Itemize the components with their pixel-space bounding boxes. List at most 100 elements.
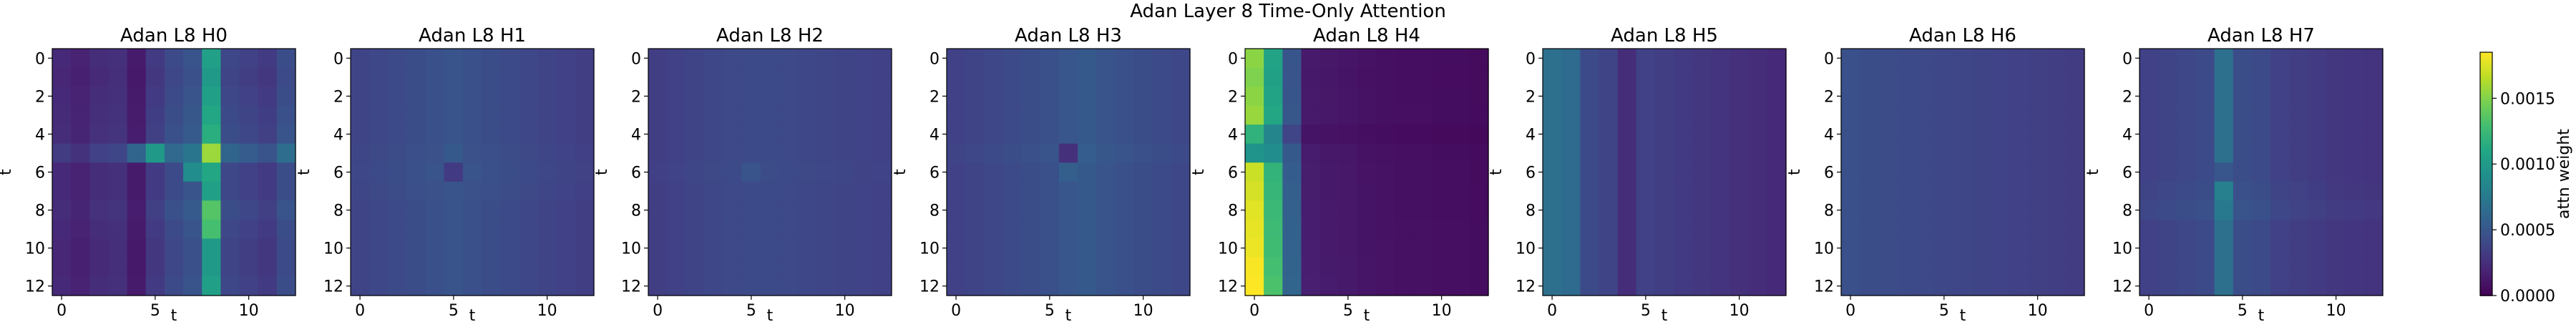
colorbar-gradient-step [2480,141,2492,145]
heatmap-cell [2158,49,2177,69]
heatmap-cell [1674,162,1693,182]
x-tick-label: 5 [1343,302,1353,320]
heatmap-cell [462,276,482,296]
heatmap-cell [704,49,724,69]
heatmap-cell [519,67,539,87]
heatmap-cell [872,181,892,201]
heatmap-cell [1617,125,1637,145]
colorbar-gradient-step [2480,114,2492,118]
y-tick-label: 4 [1526,126,1536,144]
heatmap-cell [556,238,576,258]
heatmap-cell [2233,49,2253,69]
heatmap-cell [1692,143,1712,163]
y-tick-label: 2 [333,88,343,106]
heatmap-cell [667,276,686,296]
heatmap-cell [1729,238,1750,258]
heatmap-cell [2177,49,2197,69]
heatmap-cell [1319,125,1340,145]
colorbar-gradient-step [2480,102,2492,106]
heatmap-cell [984,257,1004,278]
heatmap-cell [89,67,109,87]
heatmap-cell [816,125,836,145]
heatmap-cell [835,67,855,87]
colorbar-gradient-step [2480,157,2492,160]
heatmap-cell [1115,105,1135,125]
heatmap-cell [575,49,595,69]
heatmap-cell [2140,87,2159,107]
heatmap-cell [1413,67,1433,87]
heatmap-cell [2028,49,2048,69]
heatmap-cell [239,219,259,239]
heatmap-cell [1078,162,1097,182]
y-tick-label: 8 [2122,203,2132,220]
heatmap-cell [202,276,221,296]
colorbar-gradient-step [2480,66,2492,69]
heatmap-cell [1841,143,1860,163]
colorbar-gradient-step [2480,92,2492,96]
heatmap-cell [835,125,855,145]
heatmap-cells [2140,49,2384,296]
heatmap-cell [425,67,445,87]
heatmap-cell [2326,181,2346,201]
heatmap-cell [1841,87,1860,107]
heatmap-cell [183,238,203,258]
heatmap-cell [1264,181,1283,201]
x-tick-label: 5 [2238,302,2248,320]
heatmap-cell [1860,181,1879,201]
x-axis-label: t [767,307,774,322]
heatmap-cell [1748,67,1768,87]
heatmap-cell [1115,162,1135,182]
heatmap-cell [1748,181,1768,201]
heatmap-cell [1729,181,1750,201]
heatmap-cell [798,143,817,163]
heatmap-cell [1338,238,1358,258]
heatmap-cell [406,87,426,107]
heatmap-cell [2065,87,2085,107]
heatmap-cell [1282,276,1302,296]
heatmap-cell [2140,105,2159,125]
heatmap-cell [220,181,240,201]
heatmap-cell [1002,67,1023,87]
heatmap-cell [2363,105,2384,125]
heatmap-cell [1636,67,1656,87]
heatmap-cell [1580,200,1600,220]
heatmap-cell [1319,238,1340,258]
heatmap-cell [1711,162,1731,182]
heatmap-cell [444,143,464,163]
heatmap-cell [1934,105,1954,125]
heatmap-cell [1021,162,1041,182]
heatmap-cell [1171,219,1191,239]
heatmap-cell [482,238,501,258]
heatmap-cell [1002,181,1023,201]
heatmap-cell [1599,49,1619,69]
heatmap-cell [2326,49,2346,69]
y-tick-label: 2 [35,88,45,106]
colorbar-gradient-step [2480,131,2492,135]
heatmap-cell [872,105,892,125]
heatmap-cell [1152,87,1172,107]
colorbar-gradient-step [2480,192,2492,195]
heatmap-cell [1599,200,1619,220]
y-tick-label: 2 [1228,88,1238,106]
heatmap-cell [2251,219,2271,239]
heatmap-cell [164,162,184,182]
heatmap-cell [1972,143,1991,163]
heatmap-cell [108,276,128,296]
heatmap-cell [2308,105,2328,125]
heatmap-cell [1617,87,1637,107]
heatmap-cell [1115,200,1135,220]
heatmap-cell [835,143,855,163]
heatmap-cell [145,276,165,296]
heatmap-cell [1058,181,1078,201]
colorbar-gradient-step [2480,165,2492,169]
x-tick-label: 5 [1045,302,1055,320]
heatmap-cell [1972,200,1991,220]
y-tick-label: 10 [25,240,45,258]
heatmap-cell [1916,181,1936,201]
heatmap-cell [1264,238,1283,258]
heatmap-cell [1767,238,1787,258]
heatmap-cell [1319,162,1340,182]
heatmap-cell [984,105,1004,125]
heatmap-cell [1040,87,1060,107]
